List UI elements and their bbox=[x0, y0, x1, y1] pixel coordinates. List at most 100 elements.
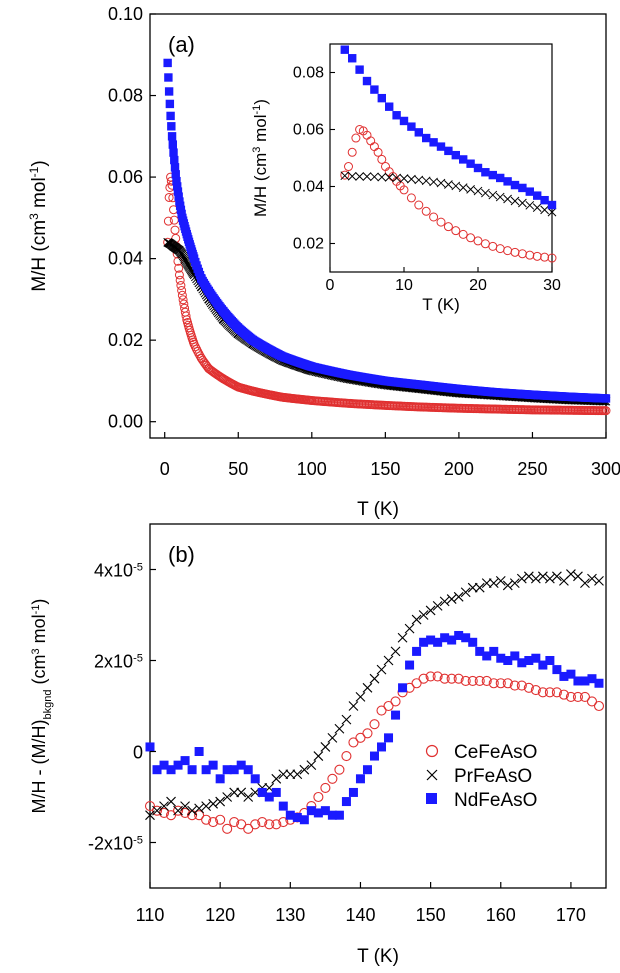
panel-b-point-pr bbox=[446, 594, 457, 604]
panel-b-point-nd bbox=[285, 810, 295, 820]
panel-b-point-nd bbox=[468, 637, 478, 647]
panel-a-inset: 0 10 20 30 0.02 0.04 0.06 0.08 T (K) M/H (cm3 … bbox=[251, 43, 561, 314]
inset-point-pr bbox=[370, 172, 379, 182]
panel-b-point-pr bbox=[292, 769, 303, 780]
panel-a-point-ce bbox=[601, 406, 611, 416]
panel-a-series-nd bbox=[163, 58, 611, 403]
panel-b-point-ce bbox=[250, 819, 261, 830]
panel-b-point-nd bbox=[454, 630, 464, 640]
panel-b-point-pr bbox=[313, 751, 324, 761]
inset-point-pr bbox=[407, 174, 416, 184]
inset-point-pr bbox=[392, 173, 401, 183]
inset-point-nd bbox=[510, 180, 520, 190]
panel-b-point-pr bbox=[523, 571, 534, 582]
panel-b-point-ce bbox=[390, 696, 401, 707]
inset-point-nd bbox=[496, 173, 505, 183]
panel-b-point-nd bbox=[222, 765, 232, 775]
panel-b-y-tick-label: 0 bbox=[133, 743, 143, 763]
panel-b-point-nd bbox=[440, 633, 450, 643]
panel-b-point-ce bbox=[165, 810, 177, 821]
legend: CeFeAsO PrFeAsO NdFeAsO bbox=[425, 742, 537, 811]
panel-b-point-nd bbox=[264, 792, 274, 802]
panel-b-point-ce bbox=[341, 750, 352, 762]
inset-point-nd bbox=[547, 200, 557, 210]
panel-b-series-nd bbox=[145, 630, 604, 825]
panel-a-point-ce bbox=[174, 270, 184, 280]
panel-b-point-ce bbox=[313, 791, 324, 803]
panel-b-x-tick-label: 130 bbox=[275, 905, 305, 925]
panel-b-point-pr bbox=[194, 803, 204, 814]
inset-point-nd bbox=[473, 163, 483, 173]
panel-a-series-ce bbox=[163, 172, 611, 416]
legend-item-ce: CeFeAsO bbox=[425, 742, 537, 763]
inset-point-pr bbox=[399, 174, 409, 183]
panel-b-point-pr bbox=[467, 582, 478, 593]
inset-point-pr bbox=[473, 186, 483, 196]
inset-point-ce bbox=[436, 217, 446, 227]
legend-marker-ce bbox=[425, 744, 439, 758]
inset-point-ce bbox=[532, 251, 542, 261]
inset-point-pr bbox=[347, 171, 357, 181]
panel-b-point-pr bbox=[362, 682, 373, 693]
inset-y-tick-label: 0.08 bbox=[293, 65, 324, 82]
panel-b-point-ce bbox=[327, 773, 338, 784]
panel-b-point-nd bbox=[334, 810, 344, 820]
inset-point-pr bbox=[429, 177, 438, 187]
panel-b-point-pr bbox=[278, 769, 289, 780]
inset-point-nd bbox=[392, 111, 401, 120]
inset-x-tick-label: 30 bbox=[543, 277, 561, 294]
inset-point-pr bbox=[414, 175, 424, 185]
panel-a-point-nd bbox=[168, 140, 177, 149]
panel-b-point-nd bbox=[341, 797, 351, 807]
panel-b-point-nd bbox=[461, 633, 471, 643]
panel-b-point-pr bbox=[530, 573, 541, 584]
panel-b-point-pr bbox=[306, 760, 317, 771]
panel-a-frame bbox=[149, 13, 607, 439]
panel-b-point-nd bbox=[292, 812, 302, 822]
panel-a-y-tick-label: 0.02 bbox=[108, 330, 143, 350]
panel-a-x-tick-label: 200 bbox=[444, 459, 474, 479]
inset-point-nd bbox=[385, 102, 394, 111]
panel-b-point-ce bbox=[502, 678, 513, 689]
panel-a-x-axis-title: T (K) bbox=[357, 499, 399, 520]
panel-a-point-ce bbox=[181, 311, 191, 321]
panel-b-x-tick-label: 140 bbox=[345, 905, 375, 925]
panel-b-y-ticks: -2x10-5 0 2x10-5 4x10-5 bbox=[88, 561, 156, 854]
panel-b-y-axis-title: M/H - (M/H)bkgnd (cm3 mol-1) bbox=[29, 599, 54, 814]
panel-b-point-ce bbox=[320, 782, 331, 793]
panel-b-point-nd bbox=[419, 637, 429, 647]
inset-y-tick-label: 0.04 bbox=[293, 179, 324, 196]
inset-plot-area bbox=[340, 45, 557, 263]
panel-b-point-pr bbox=[439, 596, 450, 607]
panel-b-point-ce bbox=[544, 687, 555, 698]
panel-b-point-nd bbox=[538, 660, 548, 670]
legend-item-pr: PrFeAsO bbox=[426, 766, 532, 787]
panel-b-point-pr bbox=[502, 580, 513, 591]
panel-a-point-ce bbox=[169, 215, 179, 225]
inset-y-ticks: 0.02 0.04 0.06 0.08 bbox=[293, 65, 335, 253]
panel-b-point-nd bbox=[201, 765, 211, 775]
inset-point-pr bbox=[436, 178, 446, 188]
panel-b-x-tick-label: 160 bbox=[486, 905, 516, 925]
panel-b-x-tick-label: 110 bbox=[136, 905, 165, 925]
panel-b-point-pr bbox=[229, 787, 240, 798]
inset-point-nd bbox=[407, 122, 416, 131]
panel-a-point-ce bbox=[174, 263, 184, 273]
panel-a-point-ce bbox=[178, 295, 188, 305]
inset-point-nd bbox=[540, 195, 549, 205]
panel-b-point-nd bbox=[433, 637, 443, 647]
panel-b-point-ce bbox=[418, 673, 429, 684]
inset-point-ce bbox=[347, 147, 357, 157]
panel-b-point-ce bbox=[151, 805, 163, 816]
panel-b-point-ce bbox=[572, 691, 583, 702]
panel-a-y-ticks: 0.00 0.02 0.04 0.06 0.08 0.10 bbox=[108, 4, 156, 432]
panel-a-point-nd bbox=[163, 58, 172, 68]
panel-b-point-nd bbox=[377, 742, 387, 752]
inset-point-nd bbox=[459, 155, 468, 164]
panel-b-point-ce bbox=[348, 737, 359, 748]
panel-b-point-pr bbox=[299, 764, 310, 775]
panel-b-point-nd bbox=[545, 656, 555, 665]
panel-b-point-pr bbox=[173, 805, 183, 816]
inset-point-ce bbox=[406, 193, 416, 203]
panel-b-point-nd bbox=[482, 651, 492, 661]
